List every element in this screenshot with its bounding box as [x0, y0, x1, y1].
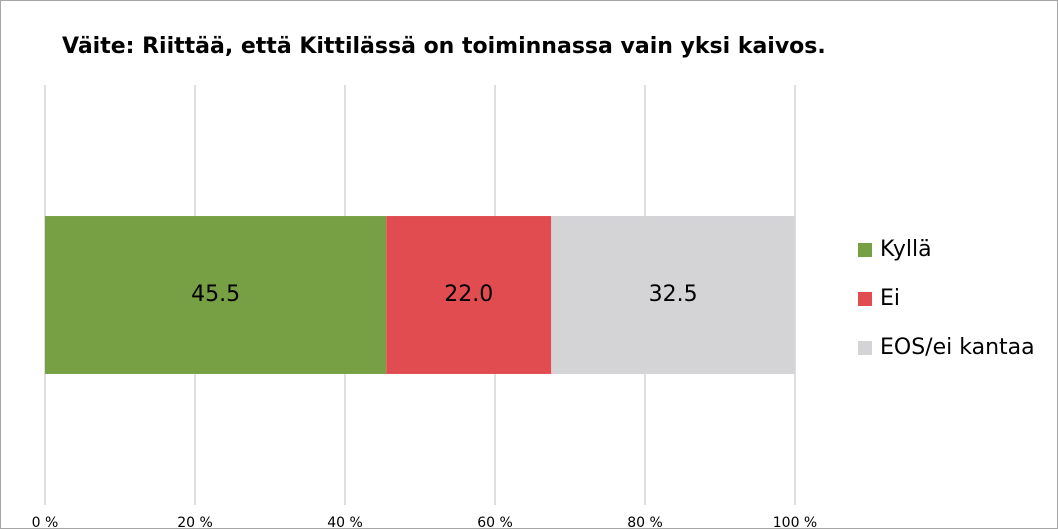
legend-label: EOS/ei kantaa	[880, 335, 1035, 360]
legend-swatch	[858, 243, 872, 257]
x-tick-label: 40 %	[327, 515, 363, 529]
x-tick-label: 20 %	[177, 515, 213, 529]
bar-segment	[551, 216, 795, 374]
legend-label: Ei	[880, 286, 900, 311]
legend-swatch	[858, 292, 872, 306]
data-label: 22.0	[444, 282, 493, 307]
bar-segment	[386, 216, 552, 374]
x-tick-label: 0 %	[32, 515, 59, 529]
data-label: 45.5	[191, 282, 240, 307]
legend-swatch	[858, 341, 872, 355]
x-tick-label: 80 %	[627, 515, 663, 529]
x-tick-label: 60 %	[477, 515, 513, 529]
data-label: 32.5	[649, 282, 698, 307]
legend-label: Kyllä	[880, 237, 932, 262]
x-tick-label: 100 %	[773, 515, 817, 529]
bar-segment	[45, 216, 387, 374]
chart-title: Väite: Riittää, että Kittilässä on toimi…	[62, 34, 826, 59]
